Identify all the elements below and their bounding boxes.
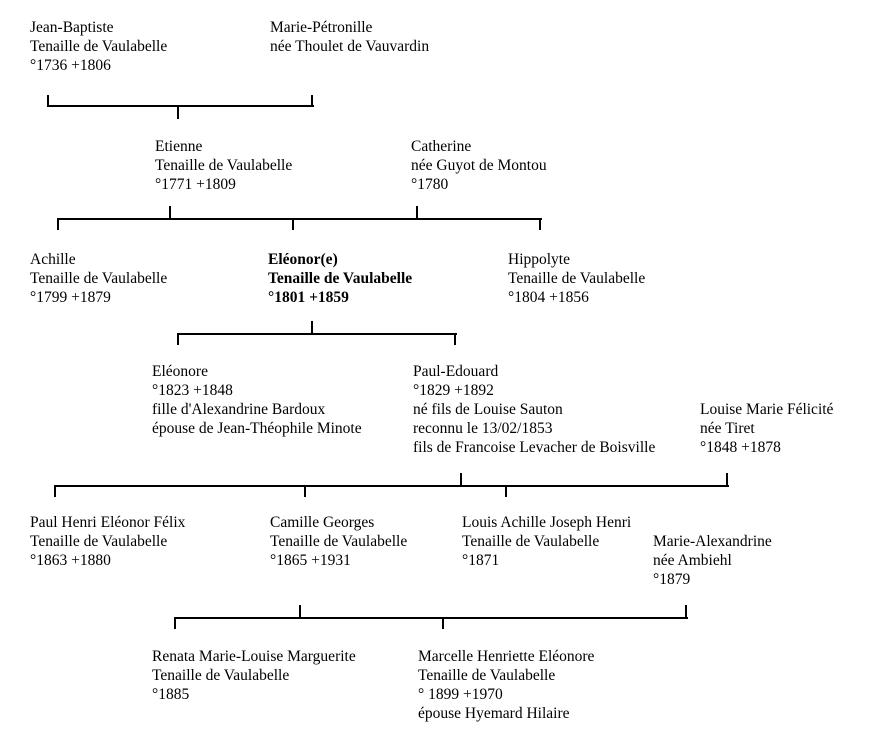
person-jean-baptiste-line-2: °1736 +1806	[30, 57, 111, 74]
person-achille: Achille Tenaille de Vaulabelle °1799 +1879	[30, 250, 167, 307]
bracket-b5-tick-down-2	[174, 617, 176, 629]
person-catherine: Catherine née Guyot de Montou °1780	[411, 137, 547, 194]
person-etienne-line-0: Etienne	[155, 138, 203, 155]
person-paul-edouard-line-2: né fils de Louise Sauton	[413, 401, 563, 418]
bracket-b2-tick-down-4	[539, 218, 541, 230]
person-louise-marie-felicite-line-2: °1848 +1878	[700, 439, 781, 456]
person-camille-georges: Camille Georges Tenaille de Vaulabelle °18…	[270, 513, 407, 570]
person-renata-line-0: Renata Marie-Louise Marguerite	[152, 648, 356, 665]
person-eleonore-1801-line-1: Tenaille de Vaulabelle	[268, 270, 413, 287]
bracket-b4-tick-down-3	[304, 485, 306, 497]
person-eleonore-1823-line-1: °1823 +1848	[152, 382, 233, 399]
person-achille-line-2: °1799 +1879	[30, 289, 111, 306]
bracket-b1-bar	[48, 105, 314, 107]
person-paul-edouard-line-0: Paul-Edouard	[413, 363, 499, 380]
bracket-b4-tick-up-1	[726, 473, 728, 487]
person-renata: Renata Marie-Louise Marguerite Tenaille d…	[152, 647, 356, 704]
person-eleonore-1801: Eléonor(e) Tenaille de Vaulabelle °1801 +1…	[268, 250, 412, 307]
bracket-b4-tick-down-4	[505, 485, 507, 497]
person-hippolyte: Hippolyte Tenaille de Vaulabelle °1804 +18…	[508, 250, 645, 307]
person-catherine-line-1: née Guyot de Montou	[411, 157, 547, 174]
person-eleonore-1823: Eléonore °1823 +1848 fille d'Alexandrine B…	[152, 362, 362, 438]
person-camille-georges-line-2: °1865 +1931	[270, 552, 351, 569]
person-marie-alexandrine-line-1: née Ambiehl	[653, 552, 732, 569]
person-paul-henri-line-2: °1863 +1880	[30, 552, 111, 569]
person-marcelle-line-1: Tenaille de Vaulabelle	[418, 667, 556, 684]
person-camille-georges-line-1: Tenaille de Vaulabelle	[270, 533, 408, 550]
person-paul-edouard: Paul-Edouard °1829 +1892 né fils de Louise…	[413, 362, 655, 457]
person-louise-marie-felicite-line-1: née Tiret	[700, 420, 755, 437]
bracket-b5-tick-up-1	[685, 605, 687, 619]
bracket-b4-tick-up-0	[460, 473, 462, 487]
person-eleonore-1823-line-0: Eléonore	[152, 363, 208, 380]
person-paul-henri-line-1: Tenaille de Vaulabelle	[30, 533, 168, 550]
person-eleonore-1801-line-0: Eléonor(e)	[268, 251, 338, 268]
bracket-b4-bar	[55, 485, 729, 487]
bracket-b2-tick-up-1	[416, 206, 418, 220]
person-jean-baptiste-line-0: Jean-Baptiste	[30, 19, 114, 36]
bracket-b2-tick-up-0	[169, 206, 171, 220]
person-louise-marie-felicite-line-0: Louise Marie Félicité	[700, 401, 834, 418]
person-catherine-line-0: Catherine	[411, 138, 472, 155]
bracket-b1-tick-up-1	[311, 95, 313, 107]
person-eleonore-1823-line-2: fille d'Alexandrine Bardoux	[152, 401, 326, 418]
person-marcelle-line-0: Marcelle Henriette Eléonore	[418, 648, 595, 665]
person-hippolyte-line-0: Hippolyte	[508, 251, 570, 268]
bracket-b3-tick-down-1	[177, 333, 179, 345]
person-marie-alexandrine-line-0: Marie-Alexandrine	[653, 533, 772, 550]
person-louis-achille-line-1: Tenaille de Vaulabelle	[462, 533, 600, 550]
person-paul-edouard-line-4: fils de Francoise Levacher de Boisville	[413, 439, 656, 456]
person-etienne: Etienne Tenaille de Vaulabelle °1771 +1809	[155, 137, 292, 194]
person-marie-petronille-line-1: née Thoulet de Vauvardin	[270, 38, 430, 55]
bracket-b3-tick-up-0	[311, 321, 313, 335]
person-etienne-line-2: °1771 +1809	[155, 176, 236, 193]
bracket-b2-tick-down-3	[292, 218, 294, 230]
bracket-b5-tick-down-3	[442, 617, 444, 629]
person-louis-achille: Louis Achille Joseph Henri Tenaille de Va…	[462, 513, 631, 570]
bracket-b1-tick-up-0	[47, 95, 49, 107]
person-renata-line-2: °1885	[152, 686, 190, 703]
person-achille-line-1: Tenaille de Vaulabelle	[30, 270, 168, 287]
person-louis-achille-line-0: Louis Achille Joseph Henri	[462, 514, 632, 531]
bracket-b3-tick-down-2	[454, 333, 456, 345]
bracket-b4-tick-down-2	[54, 485, 56, 497]
person-paul-edouard-line-1: °1829 +1892	[413, 382, 494, 399]
person-camille-georges-line-0: Camille Georges	[270, 514, 375, 531]
person-eleonore-1823-line-3: épouse de Jean-Théophile Minote	[152, 420, 362, 437]
person-marie-alexandrine-line-2: °1879	[653, 571, 691, 588]
person-achille-line-0: Achille	[30, 251, 76, 268]
bracket-b1-tick-down-2	[177, 105, 179, 119]
person-marcelle-line-2: ° 1899 +1970	[418, 686, 503, 703]
person-marcelle-line-3: épouse Hyemard Hilaire	[418, 705, 570, 722]
person-catherine-line-2: °1780	[411, 176, 449, 193]
person-hippolyte-line-1: Tenaille de Vaulabelle	[508, 270, 646, 287]
person-marie-alexandrine: Marie-Alexandrine née Ambiehl °1879	[653, 532, 772, 589]
person-paul-henri: Paul Henri Eléonor Félix Tenaille de Vaul…	[30, 513, 185, 570]
person-marie-petronille: Marie-Pétronille née Thoulet de Vauvardin	[270, 18, 429, 56]
person-marcelle: Marcelle Henriette Eléonore Tenaille de V…	[418, 647, 594, 723]
person-jean-baptiste: Jean-Baptiste Tenaille de Vaulabelle °1736…	[30, 18, 167, 75]
bracket-b2-tick-down-2	[57, 218, 59, 230]
person-etienne-line-1: Tenaille de Vaulabelle	[155, 157, 293, 174]
person-jean-baptiste-line-1: Tenaille de Vaulabelle	[30, 38, 168, 55]
bracket-b3-bar	[178, 333, 457, 335]
person-renata-line-1: Tenaille de Vaulabelle	[152, 667, 290, 684]
bracket-b5-tick-up-0	[299, 605, 301, 619]
person-paul-henri-line-0: Paul Henri Eléonor Félix	[30, 514, 186, 531]
person-marie-petronille-line-0: Marie-Pétronille	[270, 19, 373, 36]
person-paul-edouard-line-3: reconnu le 13/02/1853	[413, 420, 553, 437]
person-hippolyte-line-2: °1804 +1856	[508, 289, 589, 306]
person-eleonore-1801-line-2: °1801 +1859	[268, 289, 349, 306]
bracket-b5-bar	[175, 617, 688, 619]
bracket-b2-bar	[58, 218, 542, 220]
person-louis-achille-line-2: °1871	[462, 552, 500, 569]
person-louise-marie-felicite: Louise Marie Félicité née Tiret °1848 +187…	[700, 400, 833, 457]
